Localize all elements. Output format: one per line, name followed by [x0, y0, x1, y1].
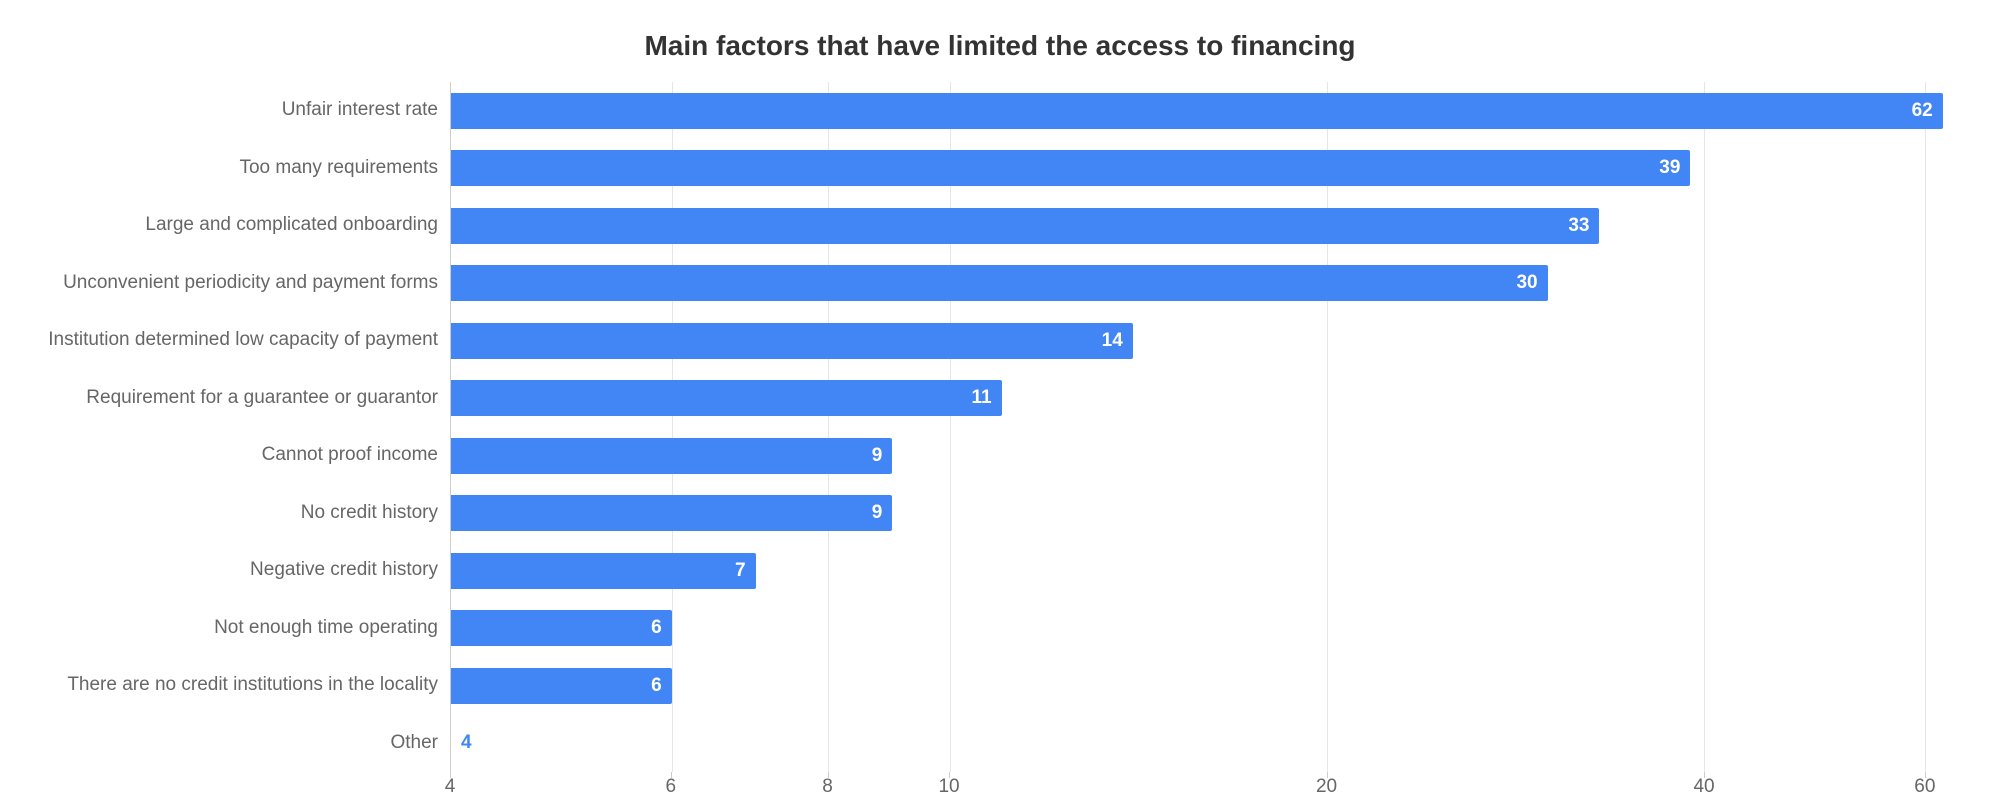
bar-value: 33: [1568, 215, 1589, 237]
y-axis-label-text: Unconvenient periodicity and payment for…: [63, 272, 438, 295]
bar-row: 14: [451, 312, 1960, 370]
y-axis-label: Cannot proof income: [40, 427, 450, 485]
y-axis-labels: Unfair interest rate Too many requirement…: [40, 82, 450, 772]
bar: 9: [451, 438, 892, 474]
bar-value: 39: [1659, 157, 1680, 179]
bars-stack: 62 39 33 30 14 11 9 9 7 6 6 4: [451, 82, 1960, 772]
bar: 6: [451, 668, 672, 704]
bar-value: 11: [971, 387, 991, 409]
y-axis-label: Large and complicated onboarding: [40, 197, 450, 255]
bar: 11: [451, 380, 1002, 416]
y-axis-label-text: Requirement for a guarantee or guarantor: [86, 387, 438, 410]
bar: 39: [451, 150, 1690, 186]
bar-value: 62: [1912, 100, 1933, 122]
y-axis-label-text: Cannot proof income: [262, 444, 438, 467]
bar-row: 9: [451, 485, 1960, 543]
y-axis-label-text: Too many requirements: [239, 157, 438, 180]
bar: 33: [451, 208, 1599, 244]
y-axis-label-text: No credit history: [301, 502, 438, 525]
bar-value: 6: [651, 675, 662, 697]
x-tick-label: 20: [1316, 776, 1337, 798]
bar-row: 62: [451, 82, 1960, 140]
x-tick-label: 8: [822, 776, 833, 798]
y-axis-label-text: Negative credit history: [250, 559, 438, 582]
bar: 6: [451, 610, 672, 646]
bar-row: 4: [451, 715, 1960, 773]
bar-row: 30: [451, 255, 1960, 313]
chart-title: Main factors that have limited the acces…: [40, 30, 1960, 62]
bar-value: 14: [1102, 330, 1123, 352]
bar-row: 39: [451, 140, 1960, 198]
x-tick-label: 4: [445, 776, 456, 798]
bar-row: 11: [451, 370, 1960, 428]
x-axis-ticks: 46810204060: [450, 776, 1960, 806]
y-axis-label-text: Unfair interest rate: [282, 99, 438, 122]
y-axis-label-text: There are no credit institutions in the …: [67, 674, 438, 697]
bar-row: 6: [451, 600, 1960, 658]
y-axis-label: Other: [40, 715, 450, 773]
bar: 30: [451, 265, 1548, 301]
x-axis-spacer: [40, 776, 450, 806]
bar: 62: [451, 93, 1943, 129]
bar-value: 7: [735, 560, 746, 582]
y-axis-label-text: Large and complicated onboarding: [145, 214, 438, 237]
chart-container: Main factors that have limited the acces…: [0, 0, 2000, 810]
x-tick-label: 40: [1693, 776, 1714, 798]
y-axis-label: Negative credit history: [40, 542, 450, 600]
plot-area: Unfair interest rate Too many requirement…: [40, 82, 1960, 772]
y-axis-label: Institution determined low capacity of p…: [40, 312, 450, 370]
bars-area: 62 39 33 30 14 11 9 9 7 6 6 4: [450, 82, 1960, 772]
x-axis: 4 6 8 10 20 40 60: [40, 776, 1960, 806]
y-axis-label: Not enough time operating: [40, 600, 450, 658]
bar: 7: [451, 553, 756, 589]
bar-value: 30: [1516, 272, 1537, 294]
bar: 14: [451, 323, 1133, 359]
bar-row: 7: [451, 542, 1960, 600]
bar-value: 9: [872, 502, 883, 524]
bar-row: 9: [451, 427, 1960, 485]
x-tick-label: 10: [938, 776, 959, 798]
x-tick-label: 60: [1914, 776, 1935, 798]
y-axis-label-text: Not enough time operating: [214, 617, 438, 640]
bar-value: 6: [651, 617, 662, 639]
bar: 9: [451, 495, 892, 531]
y-axis-label: Unfair interest rate: [40, 82, 450, 140]
y-axis-label: Unconvenient periodicity and payment for…: [40, 255, 450, 313]
y-axis-label-text: Institution determined low capacity of p…: [48, 329, 438, 352]
y-axis-label: There are no credit institutions in the …: [40, 657, 450, 715]
y-axis-label: No credit history: [40, 485, 450, 543]
bar-row: 33: [451, 197, 1960, 255]
bar-value: 4: [461, 732, 472, 754]
y-axis-label-text: Other: [390, 732, 438, 755]
x-tick-label: 6: [666, 776, 677, 798]
bar-value: 9: [872, 445, 883, 467]
y-axis-label: Too many requirements: [40, 140, 450, 198]
y-axis-label: Requirement for a guarantee or guarantor: [40, 370, 450, 428]
bar-row: 6: [451, 657, 1960, 715]
